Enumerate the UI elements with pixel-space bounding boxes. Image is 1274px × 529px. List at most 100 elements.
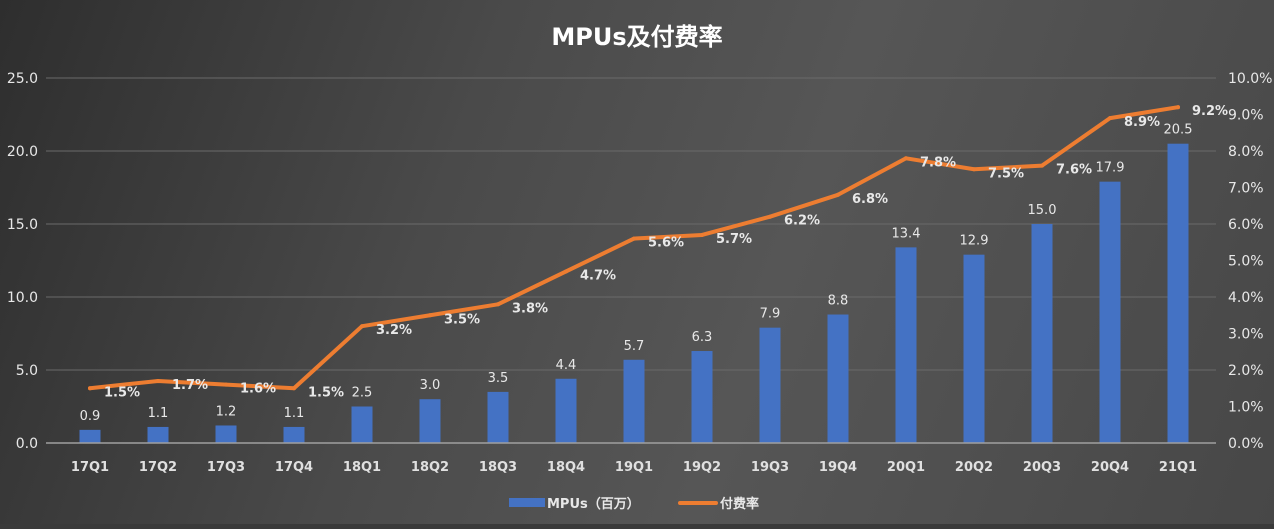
category-label: 19Q2 <box>683 460 721 475</box>
line-data-label: 7.5% <box>988 166 1024 181</box>
line-data-label: 1.5% <box>308 385 344 400</box>
line-data-label: 3.8% <box>512 301 548 316</box>
bar-mpus <box>691 351 713 443</box>
right-tick-label: 3.0% <box>1228 327 1264 343</box>
left-tick-label: 5.0 <box>16 363 38 379</box>
left-tick-label: 10.0 <box>7 290 38 306</box>
line-data-label: 8.9% <box>1124 115 1160 130</box>
line-point-pay-rate <box>224 382 228 387</box>
bar-mpus <box>1167 143 1189 443</box>
right-tick-label: 0.0% <box>1228 436 1264 452</box>
bar-mpus <box>1031 224 1053 443</box>
line-point-pay-rate <box>836 192 840 197</box>
bar-mpus <box>79 429 101 443</box>
line-data-label: 4.7% <box>580 268 616 283</box>
line-point-pay-rate <box>1108 116 1112 121</box>
category-label: 19Q1 <box>615 460 653 475</box>
right-tick-label: 8.0% <box>1228 144 1264 160</box>
category-label: 18Q4 <box>547 460 585 475</box>
bar-data-label: 3.5 <box>488 371 509 386</box>
chart-title: MPUs及付费率 <box>551 23 722 51</box>
line-point-pay-rate <box>156 378 160 383</box>
left-tick-label: 20.0 <box>7 144 38 160</box>
bar-data-label: 5.7 <box>624 339 645 354</box>
bar-mpus <box>419 399 441 443</box>
line-point-pay-rate <box>564 269 568 274</box>
category-label: 17Q1 <box>71 460 109 475</box>
right-tick-label: 6.0% <box>1228 217 1264 233</box>
category-label: 20Q1 <box>887 460 925 475</box>
line-data-label: 5.6% <box>648 236 684 251</box>
category-label: 17Q4 <box>275 460 313 475</box>
right-tick-label: 7.0% <box>1228 181 1264 197</box>
bar-data-label: 7.9 <box>760 307 781 322</box>
line-point-pay-rate <box>768 214 772 219</box>
line-point-pay-rate <box>632 236 636 241</box>
line-point-pay-rate <box>292 386 296 391</box>
legend-label-pay-rate: 付费率 <box>720 496 759 512</box>
category-label: 17Q3 <box>207 460 245 475</box>
bar-data-label: 1.2 <box>216 404 237 419</box>
bar-data-label: 6.3 <box>692 330 713 345</box>
bar-data-label: 17.9 <box>1096 161 1125 176</box>
bar-mpus <box>555 378 577 443</box>
category-label: 21Q1 <box>1159 460 1197 475</box>
left-tick-label: 0.0 <box>16 436 38 452</box>
bar-data-label: 3.0 <box>420 378 441 393</box>
bar-mpus <box>827 314 849 443</box>
bar-data-label: 0.9 <box>80 409 101 424</box>
right-tick-label: 9.0% <box>1228 108 1264 124</box>
left-tick-label: 15.0 <box>7 217 38 233</box>
bar-data-label: 15.0 <box>1028 203 1057 218</box>
line-data-label: 3.2% <box>376 323 412 338</box>
bar-mpus <box>351 406 373 443</box>
left-tick-label: 25.0 <box>7 71 38 87</box>
line-data-label: 6.2% <box>784 214 820 229</box>
legend-label-mpus: MPUs（百万） <box>547 496 640 512</box>
line-data-label: 1.6% <box>240 382 276 397</box>
line-data-label: 7.8% <box>920 155 956 170</box>
bar-data-label: 8.8 <box>828 294 849 309</box>
line-point-pay-rate <box>972 167 976 172</box>
bar-data-label: 1.1 <box>284 406 305 421</box>
legend-swatch-mpus <box>509 498 545 507</box>
bar-data-label: 20.5 <box>1164 123 1193 138</box>
category-label: 18Q1 <box>343 460 381 475</box>
line-data-label: 1.5% <box>104 385 140 400</box>
line-data-label: 1.7% <box>172 378 208 393</box>
line-point-pay-rate <box>428 313 432 318</box>
category-label: 17Q2 <box>139 460 177 475</box>
category-label: 20Q3 <box>1023 460 1061 475</box>
line-point-pay-rate <box>88 386 92 391</box>
bar-data-label: 4.4 <box>556 358 577 373</box>
line-data-label: 9.2% <box>1192 104 1228 119</box>
category-label: 20Q4 <box>1091 460 1129 475</box>
line-data-label: 3.5% <box>444 312 480 327</box>
bar-data-label: 12.9 <box>960 234 989 249</box>
line-data-label: 5.7% <box>716 232 752 247</box>
line-point-pay-rate <box>904 156 908 161</box>
bar-mpus <box>895 247 917 443</box>
bar-mpus <box>623 359 645 443</box>
bar-data-label: 2.5 <box>352 386 373 401</box>
line-point-pay-rate <box>1176 105 1180 110</box>
bar-mpus <box>283 426 305 443</box>
line-point-pay-rate <box>496 302 500 307</box>
line-point-pay-rate <box>1040 163 1044 168</box>
bar-mpus <box>963 254 985 443</box>
bar-mpus <box>147 426 169 443</box>
bar-mpus <box>759 327 781 443</box>
line-point-pay-rate <box>360 324 364 329</box>
category-label: 18Q3 <box>479 460 517 475</box>
bar-mpus <box>487 391 509 443</box>
right-tick-label: 10.0% <box>1228 71 1272 87</box>
category-label: 20Q2 <box>955 460 993 475</box>
line-data-label: 6.8% <box>852 192 888 207</box>
right-tick-label: 2.0% <box>1228 363 1264 379</box>
category-label: 19Q3 <box>751 460 789 475</box>
bar-data-label: 1.1 <box>148 406 169 421</box>
category-label: 18Q2 <box>411 460 449 475</box>
line-point-pay-rate <box>700 232 704 237</box>
